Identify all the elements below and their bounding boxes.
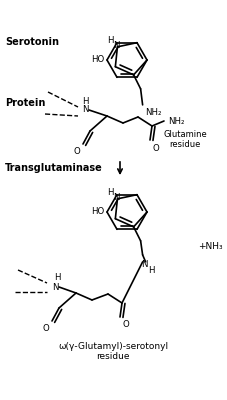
Text: H: H: [81, 96, 88, 106]
Text: O: O: [152, 144, 159, 153]
Text: H: H: [148, 266, 154, 275]
Text: HO: HO: [90, 208, 104, 216]
Text: Glutamine
residue: Glutamine residue: [162, 130, 206, 150]
Text: H: H: [106, 188, 113, 197]
Text: ω(γ-Glutamyl)-serotonyl
residue: ω(γ-Glutamyl)-serotonyl residue: [58, 342, 167, 362]
Text: O: O: [73, 147, 80, 156]
Text: Transglutaminase: Transglutaminase: [5, 163, 102, 173]
Text: N: N: [81, 106, 88, 114]
Text: Protein: Protein: [5, 98, 45, 108]
Text: H: H: [54, 274, 60, 282]
Text: +NH₃: +NH₃: [197, 242, 222, 252]
Text: N: N: [52, 282, 58, 292]
Text: Serotonin: Serotonin: [5, 37, 59, 47]
Text: NH₂: NH₂: [167, 116, 184, 126]
Text: N: N: [141, 260, 147, 269]
Text: N: N: [112, 193, 119, 202]
Text: N: N: [112, 41, 119, 50]
Text: H: H: [106, 36, 113, 45]
Text: NH₂: NH₂: [145, 108, 161, 117]
Text: HO: HO: [90, 56, 104, 64]
Text: O: O: [122, 320, 129, 329]
Text: O: O: [42, 324, 49, 333]
